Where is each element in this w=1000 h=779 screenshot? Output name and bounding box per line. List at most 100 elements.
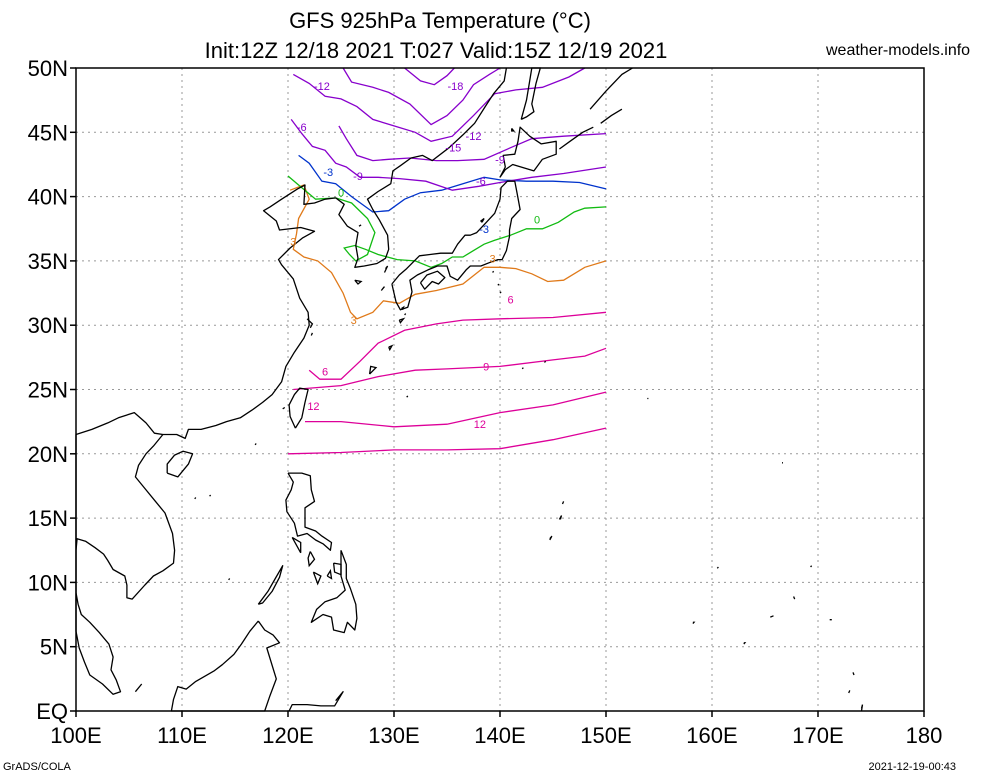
contour-labels: 12 12 9 6 6 3 3 3 0 0 -3 -3 -6 -6 -9 -9 -12 -12 -15 -18 (290, 81, 540, 431)
contour-line (342, 67, 501, 126)
coastline (310, 550, 358, 634)
island (368, 365, 378, 375)
contour-line (298, 154, 607, 213)
island (511, 127, 516, 132)
y-tick-label: 15N (28, 506, 68, 531)
contour-label: 3 (351, 315, 357, 327)
grid-lines (76, 68, 924, 711)
x-tick-label: 120E (262, 723, 313, 748)
coastline (75, 434, 176, 695)
contour-line (287, 427, 607, 455)
y-tick-label: 45N (28, 120, 68, 145)
island (810, 565, 813, 568)
coastline (285, 472, 333, 551)
island (398, 317, 406, 324)
island (558, 515, 563, 520)
coastline (391, 180, 521, 311)
coastlines (75, 67, 864, 712)
contour-label: -12 (466, 131, 482, 143)
island (692, 621, 696, 625)
island (716, 566, 719, 569)
island (194, 497, 197, 500)
coastline (288, 387, 309, 429)
island (282, 406, 286, 410)
coastline (499, 126, 557, 178)
coastline (419, 270, 446, 290)
contour-line (308, 311, 607, 380)
x-tick-label: 130E (368, 723, 419, 748)
island (499, 291, 502, 294)
coastline (166, 450, 194, 478)
contour-line (338, 125, 607, 162)
x-tick-label: 110E (157, 723, 207, 748)
island (600, 108, 623, 124)
coastline (257, 565, 284, 605)
contour-label: -15 (445, 143, 461, 155)
contour-label: -9 (495, 154, 505, 166)
y-tick-label: 30N (28, 313, 68, 338)
island (358, 224, 362, 227)
island (388, 344, 394, 352)
x-tick-label: 160E (686, 723, 737, 748)
contour-label: -3 (323, 167, 333, 179)
contour-label: -9 (353, 171, 363, 183)
contour-label: 3 (490, 253, 496, 265)
island (561, 501, 565, 505)
island (209, 494, 212, 497)
contour-line (290, 119, 607, 191)
contour-label: 3 (290, 237, 296, 249)
coastline (170, 620, 281, 712)
x-tick-label: 100E (50, 723, 101, 748)
coastline (335, 67, 508, 268)
y-tick-label: 20N (28, 442, 68, 467)
island (401, 305, 405, 311)
chart-subtitle: Init:12Z 12/18 2021 T:027 Valid:15Z 12/1… (204, 38, 668, 63)
y-tick-label: 25N (28, 378, 68, 403)
contour-label: 6 (322, 366, 328, 378)
contour-label: 6 (508, 294, 514, 306)
x-tick-label: 180 (906, 723, 943, 748)
x-tick-label: 150E (580, 723, 631, 748)
island (497, 283, 500, 286)
x-axis-ticks: 100E 110E 120E 130E 140E 150E 160E 170E 180 (50, 711, 942, 748)
island (291, 536, 302, 554)
x-tick-label: 140E (474, 723, 525, 748)
y-axis-ticks: EQ 5N 10N 15N 20N 25N 30N 35N 40N 45N 50N (28, 56, 76, 724)
island (549, 535, 553, 541)
contour-line (404, 67, 455, 86)
island (492, 270, 495, 273)
contour-line (289, 184, 607, 320)
island (306, 318, 314, 329)
contour-label: 9 (483, 361, 489, 373)
contour-label: -3 (479, 224, 489, 236)
island (848, 690, 851, 694)
island (743, 642, 747, 645)
island (521, 367, 524, 370)
y-tick-label: 40N (28, 185, 68, 210)
contour-label: -6 (476, 176, 486, 188)
island (254, 443, 257, 446)
contour-label: 12 (474, 419, 486, 431)
y-tick-label: 5N (40, 635, 68, 660)
island (544, 360, 547, 363)
contour-line (292, 67, 586, 142)
y-tick-label: EQ (36, 699, 68, 724)
island (383, 265, 389, 273)
footer-software: GrADS/COLA (3, 761, 71, 773)
contour-label: -12 (314, 81, 330, 93)
footer-timestamp: 2021-12-19-00:43 (868, 761, 956, 773)
island (860, 704, 864, 712)
island (770, 615, 774, 618)
coastline (288, 691, 344, 712)
island (479, 217, 485, 223)
contour-line (305, 391, 607, 428)
island (406, 395, 409, 398)
temperature-contours (287, 67, 607, 455)
island (326, 568, 333, 580)
contour-line (287, 175, 607, 268)
island (404, 313, 407, 316)
island (589, 67, 633, 110)
island (310, 332, 313, 336)
contour-label: -18 (448, 81, 464, 93)
